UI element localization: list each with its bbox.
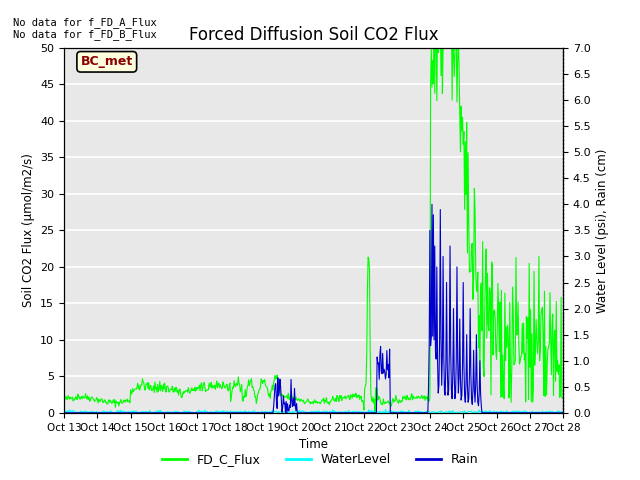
Y-axis label: Water Level (psi), Rain (cm): Water Level (psi), Rain (cm): [596, 148, 609, 312]
Y-axis label: Soil CO2 Flux (μmol/m2/s): Soil CO2 Flux (μmol/m2/s): [22, 154, 35, 307]
Title: Forced Diffusion Soil CO2 Flux: Forced Diffusion Soil CO2 Flux: [189, 25, 438, 44]
Legend: FD_C_Flux, WaterLevel, Rain: FD_C_Flux, WaterLevel, Rain: [157, 448, 483, 471]
X-axis label: Time: Time: [299, 438, 328, 451]
Text: BC_met: BC_met: [81, 55, 133, 68]
Text: No data for f_FD_B_Flux: No data for f_FD_B_Flux: [13, 29, 157, 40]
Text: No data for f_FD_A_Flux: No data for f_FD_A_Flux: [13, 17, 157, 28]
